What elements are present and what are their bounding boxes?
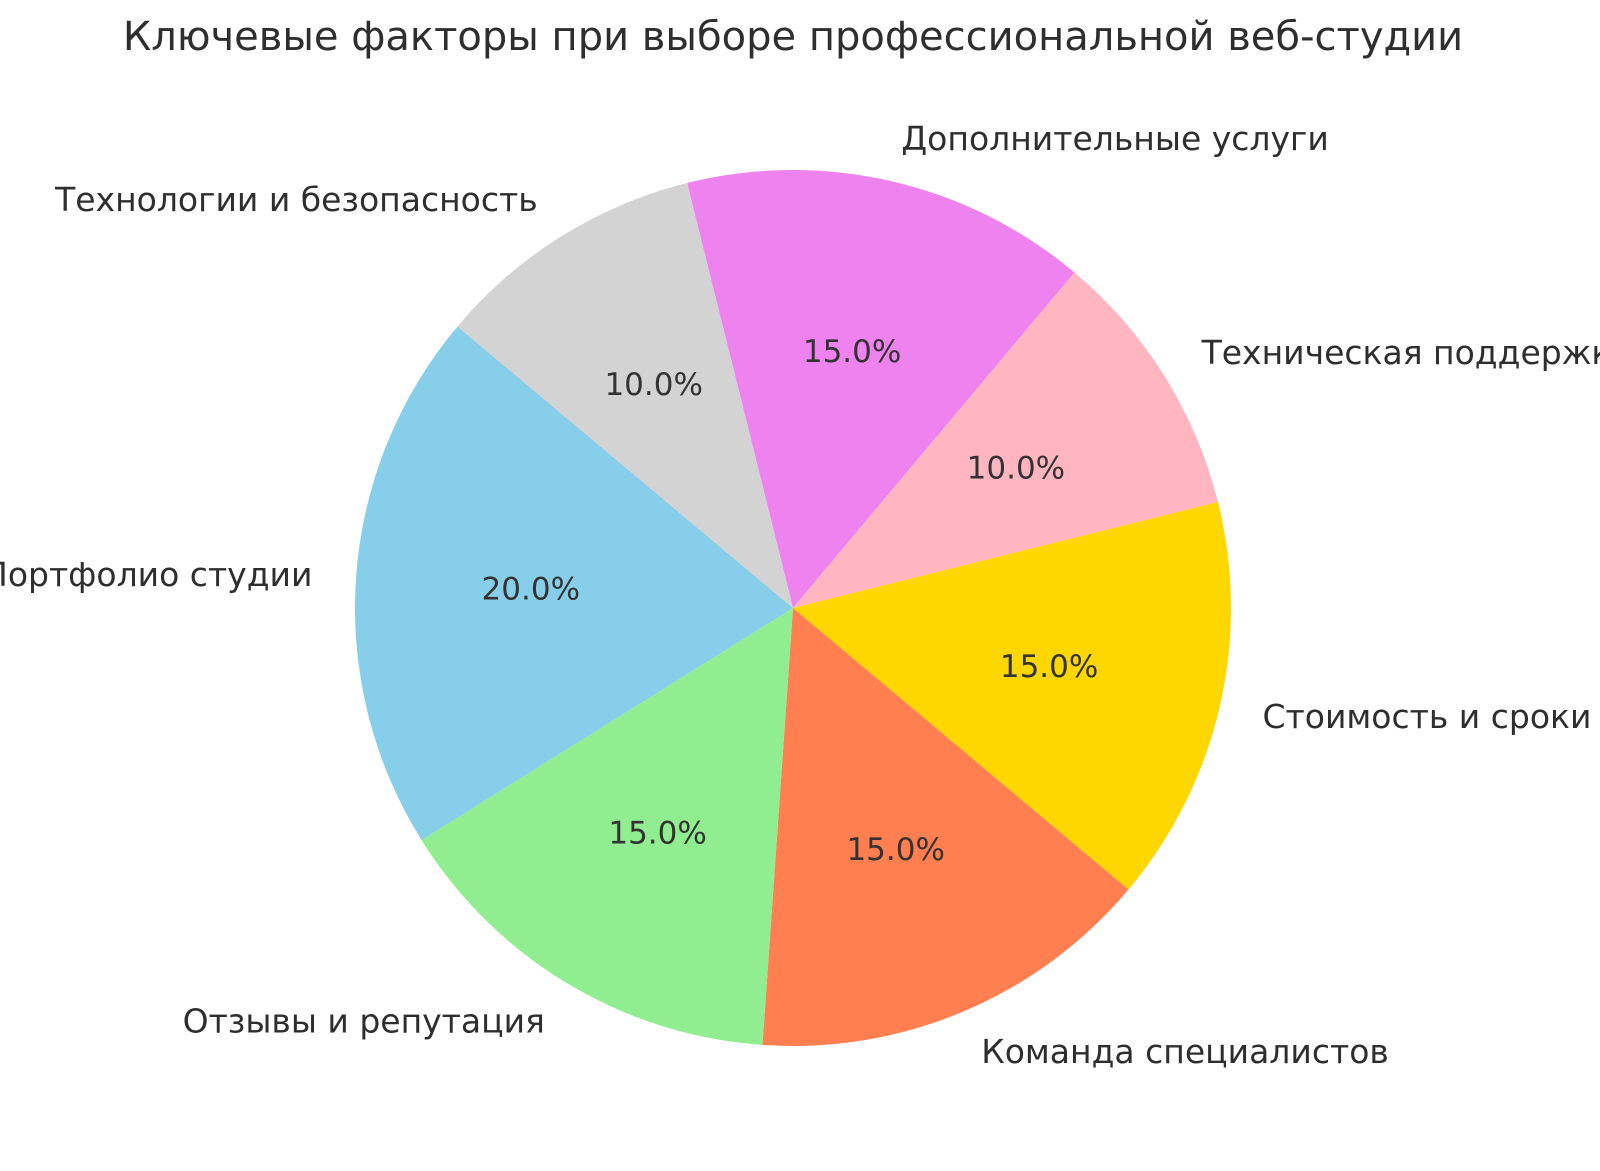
pie-slice-percent-label: 10.0% bbox=[967, 451, 1065, 487]
pie-slice-category-label: Команда специалистов bbox=[981, 1032, 1389, 1071]
pie-slice-category-label: Отзывы и репутация bbox=[183, 1002, 545, 1041]
pie-slice-category-label: Технологии и безопасность bbox=[54, 180, 538, 219]
pie-slice-percent-label: 15.0% bbox=[803, 334, 901, 370]
pie-slice-6 bbox=[354, 326, 793, 841]
pie-slice-1 bbox=[687, 169, 1075, 608]
pie-slice-category-label: Стоимость и сроки bbox=[1263, 697, 1592, 736]
pie-slice-percent-label: 15.0% bbox=[846, 832, 944, 868]
pie-slice-category-label: Портфолио студии bbox=[0, 555, 312, 594]
pie-slice-2 bbox=[793, 272, 1218, 608]
pie-slice-5 bbox=[421, 608, 793, 1045]
pie-slice-percent-label: 15.0% bbox=[608, 815, 706, 851]
chart-title: Ключевые факторы при выборе профессионал… bbox=[122, 14, 1464, 60]
pie-slice-percent-label: 20.0% bbox=[482, 572, 580, 608]
pie-slice-3 bbox=[793, 502, 1232, 890]
pie-slice-percent-label: 10.0% bbox=[604, 367, 702, 403]
pie-slice-category-label: Техническая поддержка bbox=[1201, 333, 1600, 372]
pie-slice-7 bbox=[457, 183, 793, 608]
pie-slice-4 bbox=[762, 608, 1129, 1046]
pie-slice-percent-label: 15.0% bbox=[1000, 649, 1098, 685]
pie-slice-category-label: Дополнительные услуги bbox=[901, 119, 1328, 158]
